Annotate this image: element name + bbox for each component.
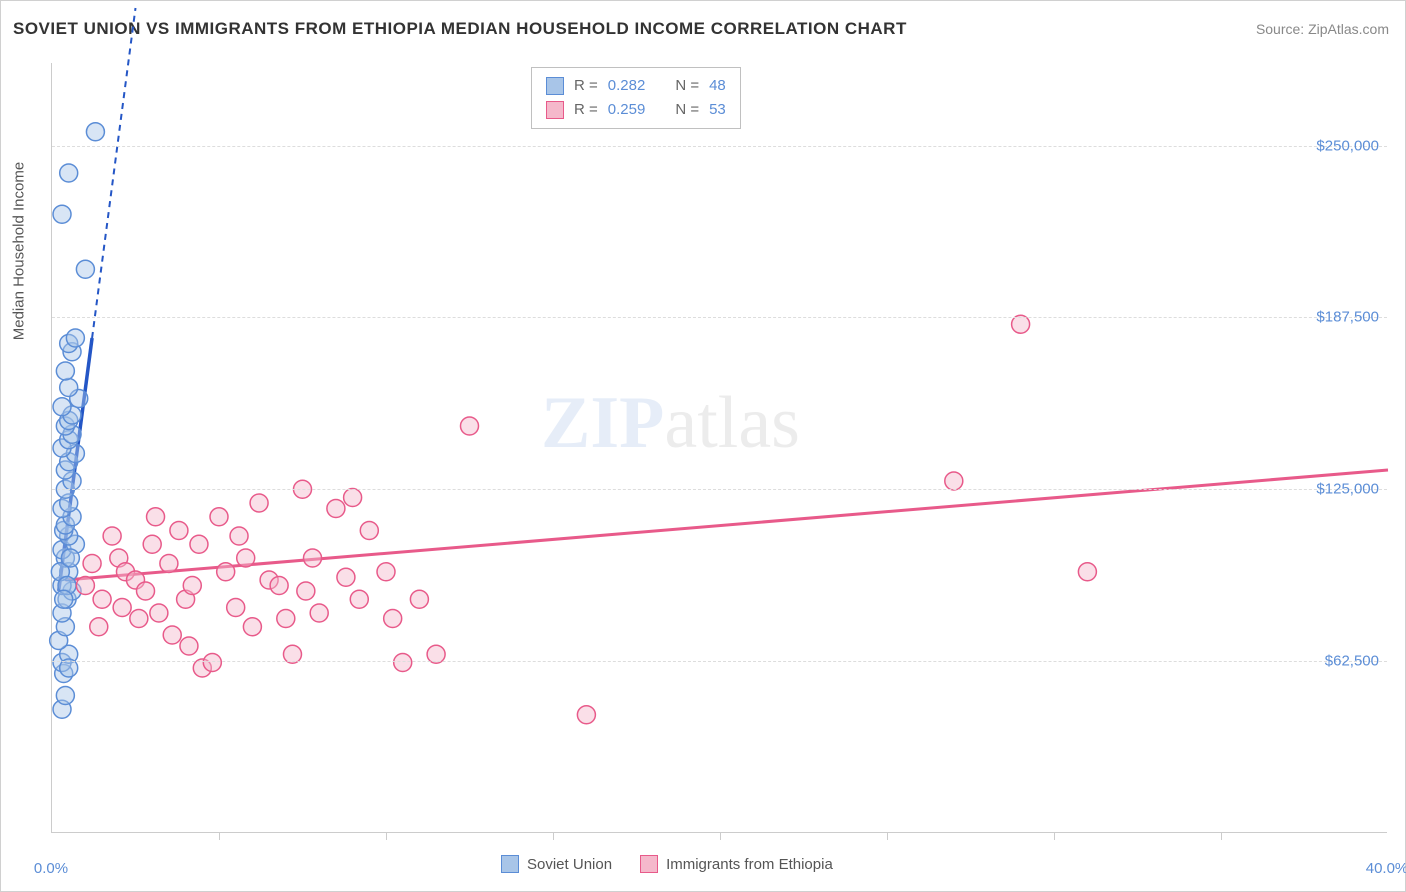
x-minor-tick	[1054, 832, 1055, 840]
plot-area: $62,500 $125,000 $187,500 $250,000	[51, 63, 1387, 833]
scatter-point-pink	[163, 626, 181, 644]
scatter-point-pink	[160, 555, 178, 573]
x-tick-end: 40.0%	[1366, 860, 1406, 877]
x-minor-tick	[386, 832, 387, 840]
scatter-point-pink	[103, 527, 121, 545]
correlation-chart: SOVIET UNION VS IMMIGRANTS FROM ETHIOPIA…	[0, 0, 1406, 892]
scatter-point-blue	[53, 398, 71, 416]
scatter-point-blue	[76, 260, 94, 278]
scatter-point-pink	[113, 599, 131, 617]
legend-label-2: Immigrants from Ethiopia	[666, 856, 833, 873]
trend-line-pink	[65, 470, 1388, 580]
scatter-point-pink	[337, 568, 355, 586]
scatter-point-pink	[76, 577, 94, 595]
swatch-blue	[546, 77, 564, 95]
scatter-point-pink	[394, 654, 412, 672]
legend-item-series1: Soviet Union	[501, 855, 612, 873]
y-tick-label: $250,000	[1316, 137, 1379, 154]
gridline-h	[52, 661, 1387, 662]
scatter-point-blue	[53, 205, 71, 223]
x-minor-tick	[553, 832, 554, 840]
legend-swatch-blue	[501, 855, 519, 873]
scatter-point-pink	[344, 489, 362, 507]
scatter-point-pink	[130, 610, 148, 628]
legend-swatch-pink	[640, 855, 658, 873]
r-label-2: R =	[574, 98, 598, 122]
y-axis-label: Median Household Income	[11, 162, 28, 340]
scatter-point-pink	[137, 582, 155, 600]
r-value-2: 0.259	[608, 98, 646, 122]
chart-svg	[52, 63, 1387, 832]
scatter-point-pink	[217, 563, 235, 581]
scatter-point-pink	[410, 590, 428, 608]
gridline-h	[52, 146, 1387, 147]
scatter-point-pink	[147, 508, 165, 526]
scatter-point-pink	[150, 604, 168, 622]
y-tick-label: $62,500	[1325, 653, 1379, 670]
source-attribution: Source: ZipAtlas.com	[1256, 21, 1389, 37]
scatter-point-pink	[461, 417, 479, 435]
scatter-point-pink	[310, 604, 328, 622]
scatter-point-pink	[327, 500, 345, 518]
chart-title: SOVIET UNION VS IMMIGRANTS FROM ETHIOPIA…	[13, 19, 907, 39]
swatch-pink	[546, 101, 564, 119]
x-minor-tick	[887, 832, 888, 840]
scatter-point-blue	[86, 123, 104, 141]
legend-item-series2: Immigrants from Ethiopia	[640, 855, 833, 873]
scatter-point-blue	[60, 164, 78, 182]
scatter-point-pink	[243, 618, 261, 636]
scatter-point-blue	[56, 362, 74, 380]
scatter-point-blue	[66, 329, 84, 347]
scatter-point-pink	[945, 472, 963, 490]
scatter-point-pink	[93, 590, 111, 608]
gridline-h	[52, 317, 1387, 318]
stats-box: R = 0.282 N = 48 R = 0.259 N = 53	[531, 67, 741, 129]
y-tick-label: $187,500	[1316, 309, 1379, 326]
scatter-point-blue	[61, 549, 79, 567]
r-label-1: R =	[574, 74, 598, 98]
scatter-point-pink	[277, 610, 295, 628]
scatter-point-pink	[1078, 563, 1096, 581]
scatter-point-pink	[180, 637, 198, 655]
legend-label-1: Soviet Union	[527, 856, 612, 873]
scatter-point-pink	[203, 654, 221, 672]
scatter-point-pink	[183, 577, 201, 595]
scatter-point-pink	[90, 618, 108, 636]
scatter-point-pink	[360, 522, 378, 540]
scatter-point-pink	[210, 508, 228, 526]
scatter-point-pink	[270, 577, 288, 595]
legend: Soviet Union Immigrants from Ethiopia	[501, 855, 833, 873]
scatter-point-pink	[577, 706, 595, 724]
scatter-point-pink	[190, 535, 208, 553]
stats-row-series2: R = 0.259 N = 53	[546, 98, 726, 122]
trend-line-blue-dashed	[92, 8, 135, 338]
scatter-point-pink	[143, 535, 161, 553]
scatter-point-pink	[304, 549, 322, 567]
scatter-point-blue	[60, 379, 78, 397]
scatter-point-pink	[377, 563, 395, 581]
scatter-point-pink	[297, 582, 315, 600]
stats-row-series1: R = 0.282 N = 48	[546, 74, 726, 98]
n-value-1: 48	[709, 74, 726, 98]
n-label-2: N =	[675, 98, 699, 122]
y-tick-label: $125,000	[1316, 481, 1379, 498]
n-label-1: N =	[675, 74, 699, 98]
gridline-h	[52, 489, 1387, 490]
x-tick-start: 0.0%	[34, 860, 68, 877]
scatter-point-pink	[350, 590, 368, 608]
scatter-point-pink	[170, 522, 188, 540]
scatter-point-pink	[227, 599, 245, 617]
scatter-point-blue	[56, 687, 74, 705]
scatter-point-pink	[384, 610, 402, 628]
x-minor-tick	[720, 832, 721, 840]
scatter-point-blue	[55, 590, 73, 608]
scatter-point-pink	[237, 549, 255, 567]
n-value-2: 53	[709, 98, 726, 122]
scatter-point-pink	[230, 527, 248, 545]
scatter-point-pink	[83, 555, 101, 573]
r-value-1: 0.282	[608, 74, 646, 98]
scatter-point-pink	[250, 494, 268, 512]
x-minor-tick	[219, 832, 220, 840]
x-minor-tick	[1221, 832, 1222, 840]
